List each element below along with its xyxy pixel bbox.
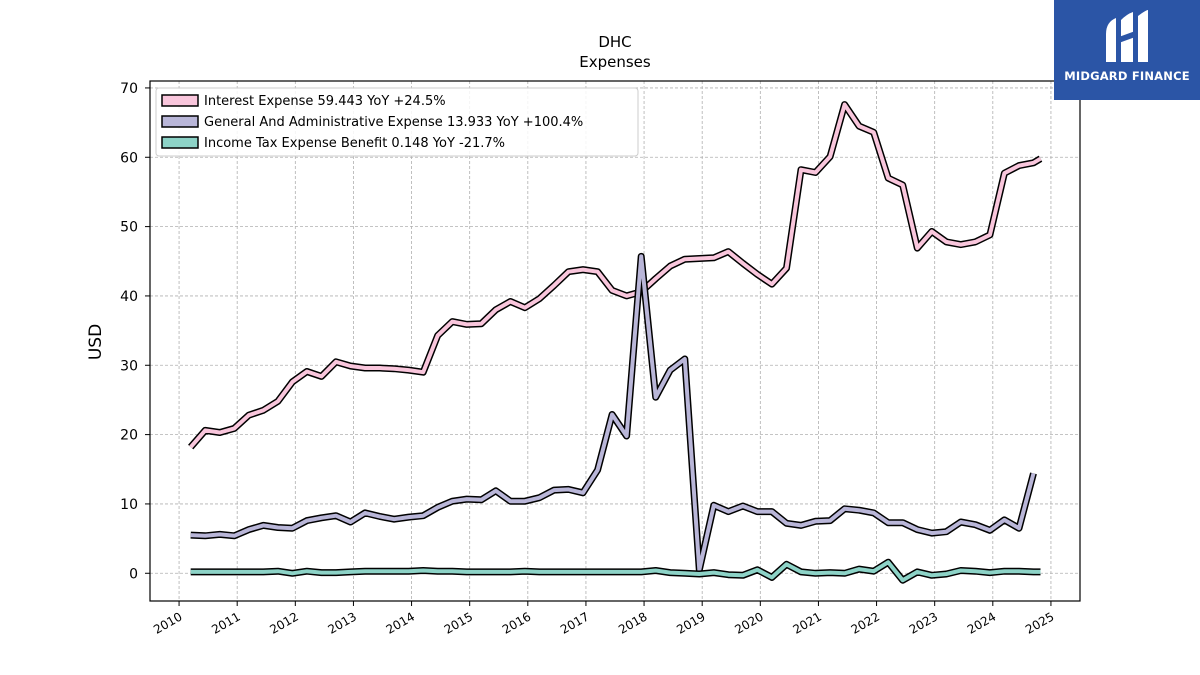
legend-swatch	[161, 136, 199, 149]
y-tick-label: 40	[120, 289, 138, 305]
series-1	[190, 252, 1037, 574]
chart-title: DHC	[598, 33, 631, 51]
chart-subtitle: Expenses	[579, 53, 651, 71]
midgard-finance-logo: MIDGARD FINANCE	[1054, 0, 1200, 100]
legend-swatch	[161, 94, 199, 107]
series-line	[189, 102, 1042, 449]
y-tick-label: 60	[120, 150, 138, 166]
series-2	[190, 558, 1041, 584]
series-line	[190, 560, 1041, 583]
y-axis-label: USD	[86, 324, 106, 360]
legend-box	[155, 87, 639, 157]
y-tick-label: 20	[120, 428, 138, 444]
y-tick-label: 30	[120, 358, 138, 374]
legend-label: General And Administrative Expense 13.93…	[204, 115, 583, 130]
y-tick-label: 10	[120, 497, 138, 513]
plot-frame	[149, 80, 1081, 602]
brand-name: MIDGARD FINANCE	[1064, 69, 1190, 83]
legend-swatch	[161, 115, 199, 128]
legend-label: Interest Expense 59.443 YoY +24.5%	[204, 94, 446, 109]
legend-label: Income Tax Expense Benefit 0.148 YoY -21…	[204, 136, 505, 151]
series-line	[190, 254, 1036, 572]
y-tick-label: 50	[120, 220, 138, 236]
y-tick-label: 0	[129, 566, 138, 582]
midgard-logo-icon	[1106, 10, 1148, 62]
y-tick-label: 70	[120, 81, 138, 97]
series-0	[188, 101, 1043, 450]
